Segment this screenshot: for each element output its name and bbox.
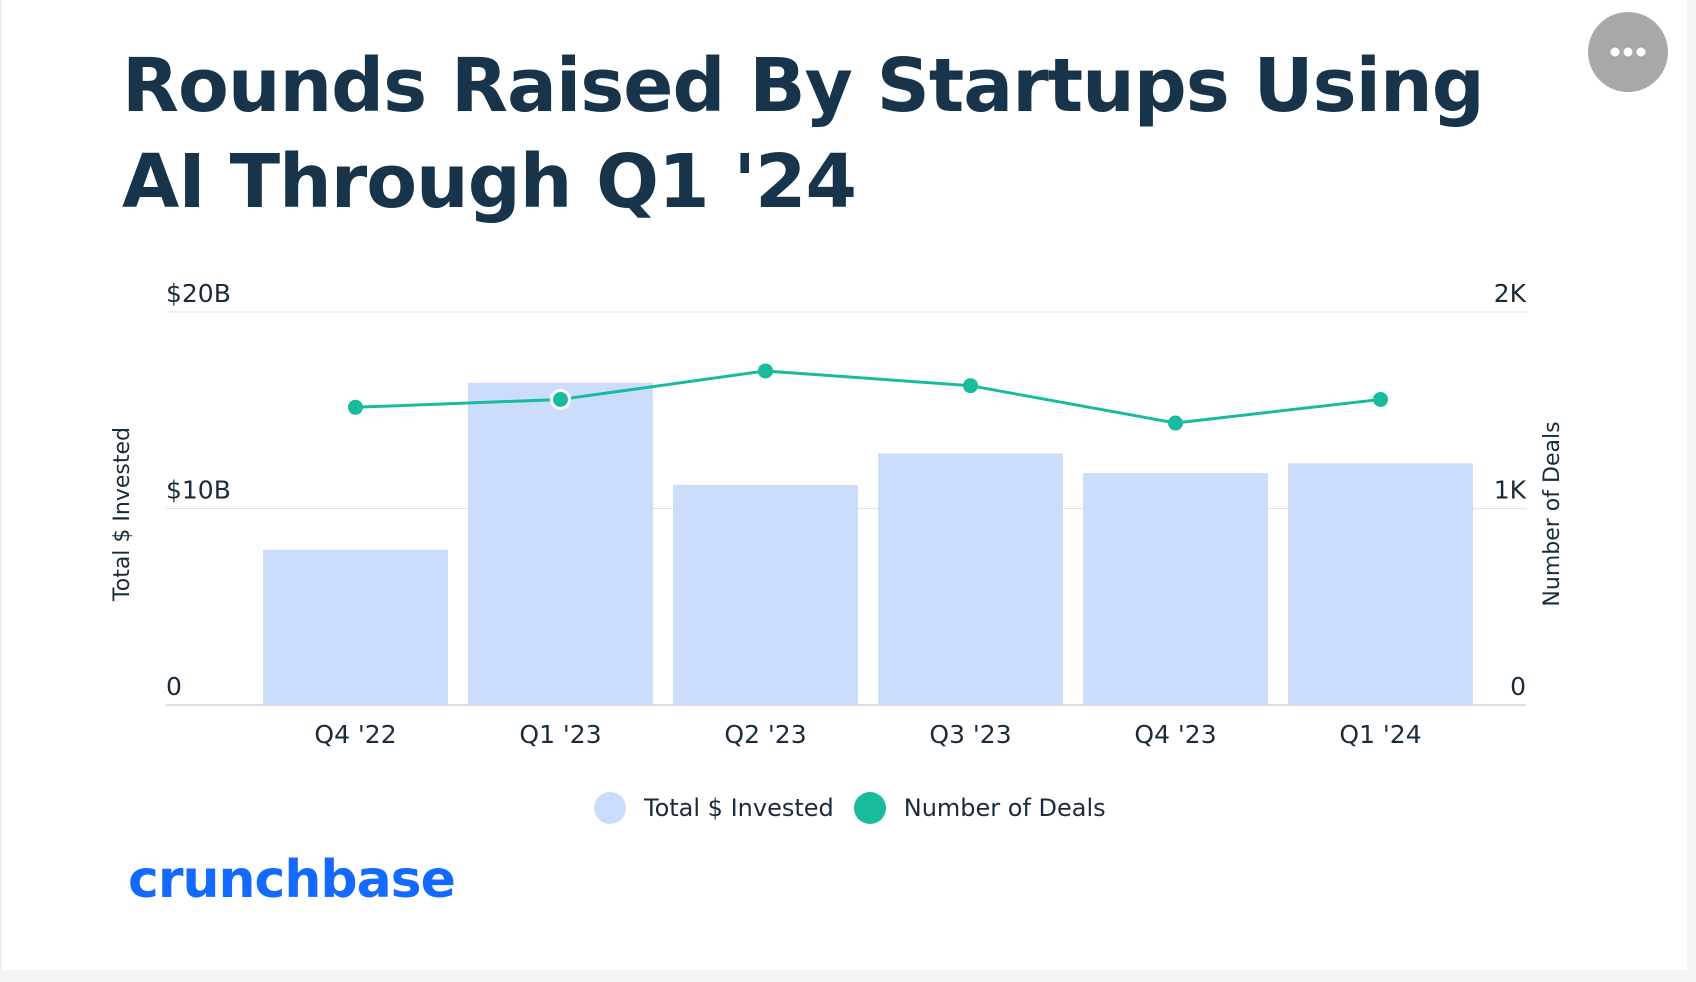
- x-tick-label-q2-23: Q2 '23: [724, 720, 806, 749]
- x-tick-label-q4-23: Q4 '23: [1134, 720, 1216, 749]
- deals-point-q4-23: [1168, 415, 1183, 431]
- deals-point-q2-23: [758, 363, 773, 379]
- legend-label-total-invested: Total $ Invested: [644, 794, 834, 822]
- bar-q4-23: [1083, 473, 1268, 705]
- legend-item-number-of-deals[interactable]: Number of Deals: [853, 792, 1106, 824]
- more-horizontal-icon: [1610, 47, 1646, 57]
- line-series-number-of-deals: [348, 363, 1388, 431]
- x-tick-label-q1-23: Q1 '23: [519, 720, 601, 749]
- bar-q1-24: [1288, 463, 1473, 705]
- bar-q3-23: [878, 453, 1063, 705]
- chart: 0 $10B $20B 0 1K 2K Q4 '22 Q1 '23 Q2 '23 Q3 '23 Q4…: [110, 279, 1565, 749]
- bar-series-total-invested: [263, 382, 1473, 705]
- y-left-tick-label: $10B: [166, 476, 231, 505]
- legend-swatch-number-of-deals: [853, 792, 886, 824]
- deals-point-q1-24: [1373, 391, 1388, 407]
- y-right-tick-label: 1K: [1494, 476, 1527, 505]
- legend-item-total-invested[interactable]: Total $ Invested: [594, 792, 834, 824]
- bar-q1-23: [468, 382, 653, 705]
- crunchbase-logo: crunchbase: [128, 850, 456, 910]
- y-right-tick-label: 2K: [1494, 279, 1527, 308]
- axes: 0 $10B $20B 0 1K 2K Q4 '22 Q1 '23 Q2 '23 Q3 '23 Q4…: [110, 279, 1565, 749]
- more-options-button[interactable]: [1588, 12, 1668, 92]
- y-left-axis-title: Total $ Invested: [110, 427, 135, 602]
- y-right-tick-label: 0: [1510, 672, 1526, 701]
- legend-label-number-of-deals: Number of Deals: [903, 794, 1106, 822]
- x-tick-label-q1-24: Q1 '24: [1339, 720, 1421, 749]
- legend: Total $ Invested Number of Deals: [594, 792, 1126, 824]
- deals-point-q4-22: [348, 399, 363, 415]
- bar-q4-22: [263, 549, 448, 705]
- chart-title: Rounds Raised By Startups Using AI Throu…: [122, 43, 1485, 225]
- deals-point-q3-23: [963, 378, 978, 394]
- deals-line: [355, 369, 1381, 425]
- y-left-tick-label: $20B: [166, 279, 231, 308]
- y-left-tick-label: 0: [166, 672, 182, 701]
- deals-point-q1-23: [550, 388, 571, 410]
- x-tick-label-q3-23: Q3 '23: [929, 720, 1011, 749]
- legend-swatch-total-invested: [594, 792, 626, 824]
- y-right-axis-title: Number of Deals: [1540, 421, 1565, 606]
- bar-q2-23: [673, 484, 858, 705]
- x-tick-label-q4-22: Q4 '22: [314, 720, 396, 749]
